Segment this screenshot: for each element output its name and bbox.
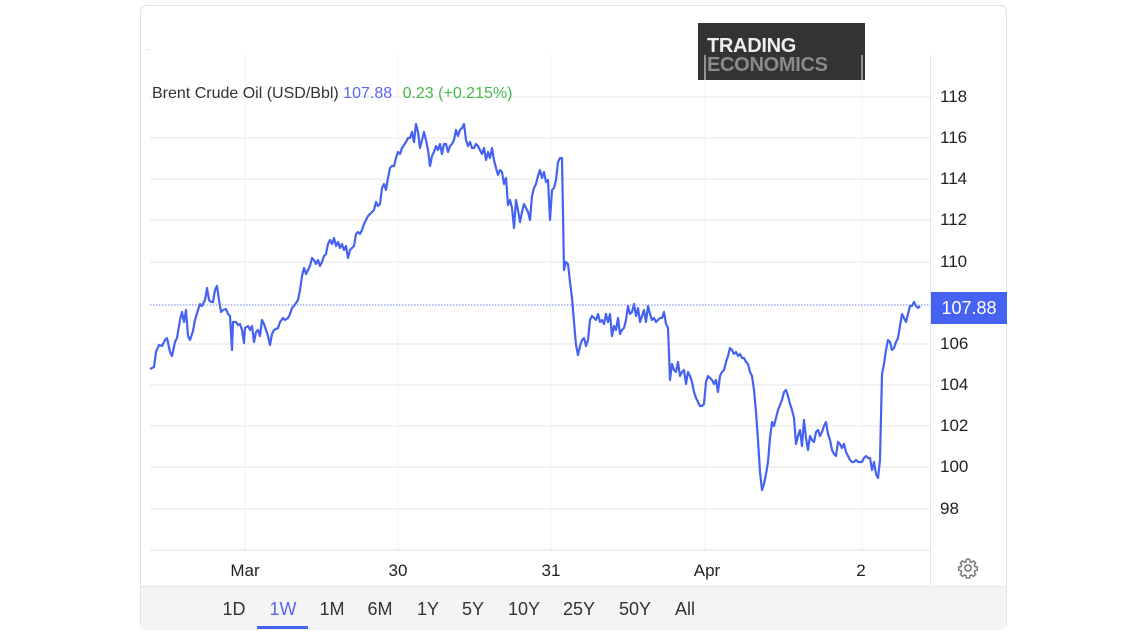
range-5y[interactable]: 5Y: [461, 599, 485, 619]
x-tick-30: 30: [388, 561, 408, 580]
range-10y[interactable]: 10Y: [507, 599, 541, 619]
y-tick-112: 112: [940, 210, 968, 229]
price-line: [149, 122, 921, 492]
x-tick-mar: Mar: [230, 561, 260, 580]
price-change: 0.23 (+0.215%): [402, 85, 513, 102]
y-tick-100: 100: [940, 457, 969, 476]
y-tick-118: 118: [940, 87, 968, 106]
range-selector-bar: [141, 586, 1006, 630]
vertical-gridlines: [244, 55, 863, 550]
last-price-badge: 107.88: [931, 292, 1007, 324]
range-1w[interactable]: 1W: [269, 599, 297, 619]
y-tick-102: 102: [940, 416, 969, 435]
marker-dot: [147, 49, 149, 50]
range-6m[interactable]: 6M: [367, 599, 393, 619]
chart-title: Brent Crude Oil (USD/Bbl) 107.88 0.23 (+…: [152, 85, 512, 103]
instrument-name: Brent Crude Oil (USD/Bbl): [152, 85, 339, 102]
range-25y[interactable]: 25Y: [562, 599, 596, 619]
range-1d[interactable]: 1D: [222, 599, 246, 619]
logo-line2: ECONOMICS: [707, 54, 828, 76]
y-tick-106: 106: [940, 334, 969, 353]
range-all[interactable]: All: [674, 599, 696, 619]
active-range-underline: [257, 626, 308, 629]
trading-economics-logo[interactable]: TRADING ECONOMICS: [698, 23, 865, 80]
horizontal-gridlines: [150, 96, 930, 510]
gear-icon[interactable]: [957, 557, 979, 579]
logo-line1: TRADING: [707, 35, 797, 57]
x-tick-apr: Apr: [693, 561, 721, 580]
y-tick-116: 116: [940, 128, 968, 147]
x-tick-2: 2: [856, 561, 866, 580]
range-1y[interactable]: 1Y: [416, 599, 440, 619]
y-tick-114: 114: [940, 169, 968, 188]
y-tick-98: 98: [940, 499, 959, 518]
range-50y[interactable]: 50Y: [618, 599, 652, 619]
y-tick-104: 104: [940, 375, 969, 394]
x-tick-31: 31: [541, 561, 561, 580]
current-price: 107.88: [343, 85, 393, 102]
range-1m[interactable]: 1M: [319, 599, 345, 619]
y-tick-110: 110: [940, 252, 968, 271]
